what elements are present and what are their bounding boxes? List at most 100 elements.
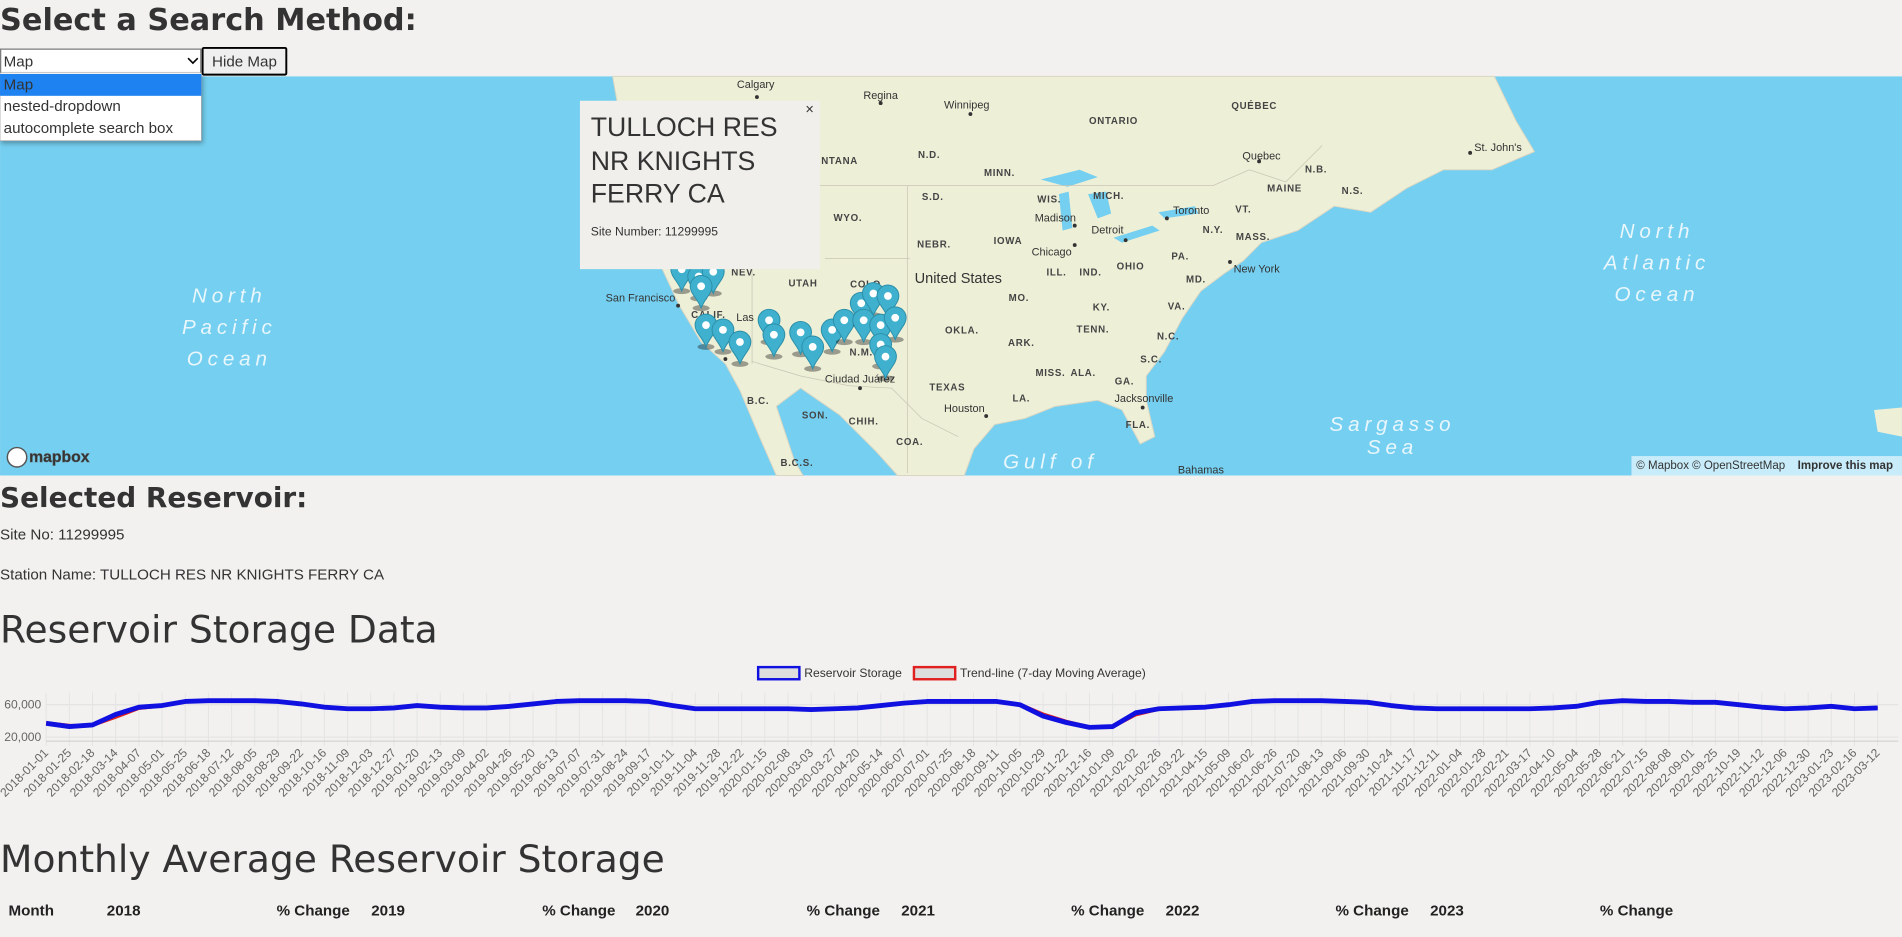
table-header-cell: % Change	[1336, 902, 1409, 919]
map-label: Atlantic	[1602, 252, 1710, 275]
map-label: ILL.	[1046, 267, 1066, 278]
map-label: N.M.	[850, 347, 873, 358]
map-label: MO.	[1009, 293, 1029, 304]
land-caribbean	[1874, 407, 1902, 437]
map-label: Ocean	[187, 348, 272, 371]
table-header-cell: % Change	[1071, 902, 1144, 919]
map-label: Ocean	[1614, 283, 1699, 306]
table-title: Monthly Average Reservoir Storage	[0, 837, 665, 881]
popup-close[interactable]: ×	[805, 100, 814, 118]
map-label: ARK.	[1008, 338, 1035, 349]
select-value: Map	[4, 53, 33, 70]
page-title: Select a Search Method:	[0, 3, 417, 38]
table-header-cell: 2018	[107, 902, 141, 919]
table-header-cell: 2023	[1430, 902, 1464, 919]
map-label: MASS.	[1236, 232, 1270, 243]
table-header-cell: % Change	[542, 902, 615, 919]
map-label: North	[1620, 220, 1695, 243]
dropdown-option[interactable]: autocomplete search box	[4, 120, 174, 137]
table-header-cell: % Change	[807, 902, 880, 919]
legend-swatch	[912, 665, 957, 681]
map-label: Gulf of	[1003, 451, 1098, 474]
map-label: Detroit	[1091, 224, 1123, 236]
map-label: NEV.	[731, 267, 756, 278]
y-tick-label: 20,000	[4, 730, 41, 744]
map-label: N.B.	[1305, 164, 1327, 175]
map-label: OHIO	[1117, 261, 1145, 272]
dropdown-option[interactable]: nested-dropdown	[4, 98, 121, 115]
table-header-cell: 2019	[371, 902, 405, 919]
dropdown-option[interactable]: Map	[4, 76, 33, 93]
chart: Reservoir Storage Trend-line (7-day Movin…	[0, 665, 1899, 800]
map-label: UTAH	[788, 278, 817, 289]
chart-title: Reservoir Storage Data	[0, 608, 438, 652]
map-label: TENN.	[1077, 324, 1110, 335]
search-controls: Map Hide Map Map nested-dropdown autocom…	[0, 46, 288, 142]
map-label: MD.	[1186, 275, 1206, 286]
map-label: Winnipeg	[944, 100, 989, 112]
map-label: IOWA	[994, 236, 1023, 247]
table-header-cell: 2020	[636, 902, 670, 919]
map-label: Las	[736, 312, 754, 324]
series-line	[45, 698, 1878, 730]
table-header-cell: % Change	[277, 902, 350, 919]
map-label: MAINE	[1267, 184, 1302, 195]
popup: TULLOCH RES NR KNIGHTS FERRY CA Site Num…	[579, 100, 821, 270]
map-label: KY.	[1093, 303, 1110, 314]
map-label: Quebec	[1242, 150, 1281, 162]
map-label: COA.	[896, 437, 923, 448]
map-label: N.S.	[1342, 186, 1364, 197]
legend-label: Trend-line (7-day Moving Average)	[960, 666, 1146, 680]
table-header-cell: 2022	[1166, 902, 1200, 919]
map-label: Toronto	[1173, 205, 1209, 217]
map-labels: Calgary Regina Winnipeg ONTARIO QUÉBEC N…	[182, 79, 1710, 477]
map-label: IND.	[1079, 267, 1101, 278]
map-label: Chicago	[1032, 246, 1072, 258]
map-label: Ciudad Juárez	[825, 374, 895, 386]
map-label: N.Y.	[1203, 225, 1224, 236]
hide-map-button[interactable]	[201, 46, 288, 76]
map-label: Pacific	[182, 316, 277, 339]
map-label: MINN.	[984, 168, 1015, 179]
select-arrow	[187, 57, 199, 65]
map-label: CHIH.	[849, 417, 879, 428]
table-header-cell: Month	[9, 902, 54, 919]
map-label: VT.	[1235, 204, 1251, 215]
button-label: Hide Map	[212, 53, 277, 70]
attribution[interactable]: © Mapbox © OpenStreetMap	[1636, 460, 1785, 472]
map-label: MISS.	[1035, 368, 1065, 379]
map-label: WYO.	[834, 213, 863, 224]
station-name: Station Name: TULLOCH RES NR KNIGHTS FER…	[0, 566, 385, 583]
option-highlight	[0, 73, 202, 96]
map[interactable]: Calgary Regina Winnipeg ONTARIO QUÉBEC N…	[0, 75, 1902, 477]
site-number: Site No: 11299995	[0, 526, 124, 543]
map-label: San Francisco	[606, 292, 676, 304]
table-header-cell: % Change	[1600, 902, 1673, 919]
map-label: B.C.	[747, 396, 769, 407]
mapbox-logo[interactable]: mapbox	[6, 446, 90, 468]
map-label: Madison	[1035, 212, 1076, 224]
map-label: St. John's	[1474, 142, 1522, 154]
map-label: S.C.	[1140, 355, 1162, 366]
map-label: ONTARIO	[1089, 116, 1138, 127]
map-label: LA.	[1012, 394, 1030, 405]
improve-link[interactable]: Improve this map	[1798, 460, 1893, 472]
map-label: N.D.	[918, 150, 940, 161]
table-header-cell: 2021	[901, 902, 935, 919]
select-box[interactable]	[0, 48, 202, 74]
map-label: Calgary	[737, 79, 775, 91]
map-label: Sargasso	[1330, 413, 1456, 436]
popup-site: Site Number: 11299995	[590, 225, 718, 239]
map-label: TEXAS	[929, 383, 965, 394]
map-label: New York	[1234, 263, 1281, 275]
table-header: Month 2018 % Change 2019 % Change 2020 % Chang…	[9, 902, 1674, 919]
map-label: Regina	[863, 90, 898, 102]
legend-swatch	[756, 665, 801, 681]
map-label: NTANA	[821, 156, 858, 167]
map-label: NEBR.	[917, 240, 951, 251]
map-label: OKLA.	[945, 326, 979, 337]
land	[612, 75, 1536, 476]
map-label: PA.	[1171, 252, 1189, 263]
